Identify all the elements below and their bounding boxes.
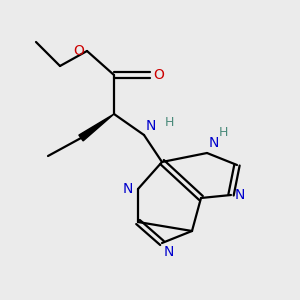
Text: O: O xyxy=(73,44,84,58)
Text: H: H xyxy=(219,125,228,139)
Text: O: O xyxy=(154,68,164,82)
Polygon shape xyxy=(79,114,114,141)
Text: H: H xyxy=(165,116,174,130)
Text: N: N xyxy=(123,182,134,196)
Text: N: N xyxy=(164,244,174,259)
Text: N: N xyxy=(235,188,245,202)
Text: N: N xyxy=(146,119,156,134)
Text: N: N xyxy=(208,136,219,150)
